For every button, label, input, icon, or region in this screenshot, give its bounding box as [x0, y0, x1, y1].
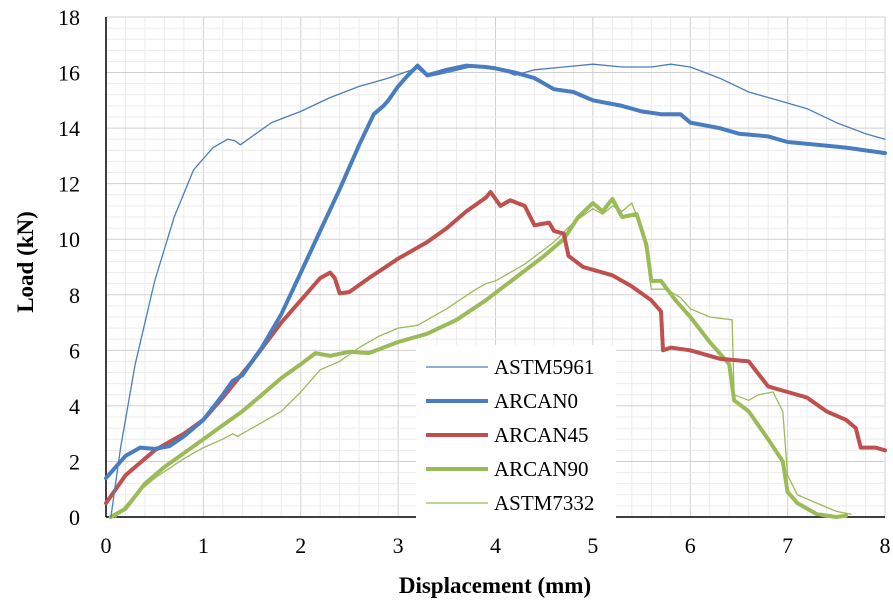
y-tick-label: 6 [69, 338, 80, 363]
x-axis-title: Displacement (mm) [399, 573, 591, 598]
y-tick-label: 4 [69, 394, 80, 419]
legend-label: ASTM5961 [494, 355, 594, 379]
x-tick-label: 4 [490, 533, 501, 558]
x-tick-label: 3 [393, 533, 404, 558]
series-line-astm5961 [110, 63, 886, 518]
x-tick-label: 8 [880, 533, 891, 558]
x-tick-labels: 0 1 2 3 4 5 6 7 8 [101, 533, 891, 558]
x-tick-label: 6 [685, 533, 696, 558]
series-line-arcan0 [104, 63, 887, 481]
y-tick-label: 8 [69, 283, 80, 308]
legend-label: ARCAN90 [494, 457, 589, 481]
x-tick-label: 0 [101, 533, 112, 558]
legend-label: ARCAN0 [494, 389, 578, 413]
y-tick-label: 14 [58, 116, 80, 141]
y-tick-label: 12 [58, 172, 80, 197]
y-axis-title: Load (kN) [13, 211, 38, 313]
y-tick-label: 0 [69, 505, 80, 530]
y-tick-label: 2 [69, 449, 80, 474]
x-tick-label: 7 [782, 533, 793, 558]
x-tick-label: 5 [587, 533, 598, 558]
y-tick-label: 10 [58, 227, 80, 252]
legend: ASTM5961 ARCAN0 ARCAN45 ARCAN90 ASTM7332 [416, 345, 616, 523]
series-line-arcan90 [108, 196, 848, 519]
x-tick-label: 1 [198, 533, 209, 558]
y-tick-label: 16 [58, 61, 80, 86]
series-line-arcan45 [104, 190, 887, 506]
legend-label: ASTM7332 [494, 491, 594, 515]
x-tick-label: 2 [295, 533, 306, 558]
y-tick-labels: 0 2 4 6 8 10 12 14 16 18 [58, 5, 80, 530]
series-lines [104, 63, 887, 519]
legend-label: ARCAN45 [494, 423, 589, 447]
y-tick-label: 18 [58, 5, 80, 30]
